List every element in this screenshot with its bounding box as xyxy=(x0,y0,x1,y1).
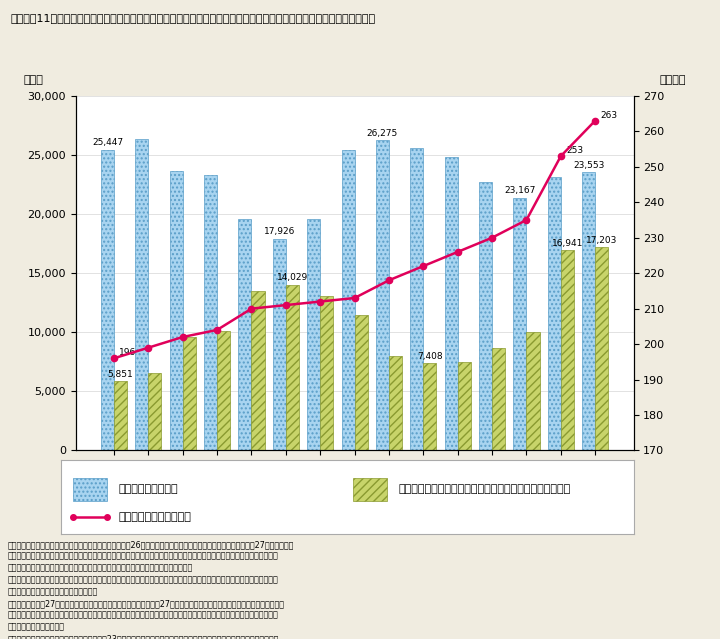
Text: 保育所等待機児童数: 保育所等待機児童数 xyxy=(118,484,178,495)
Text: 保育所等定員（右目盛）: 保育所等定員（右目盛） xyxy=(118,512,192,523)
Text: 196: 196 xyxy=(120,348,136,357)
Bar xyxy=(170,171,183,450)
FancyBboxPatch shape xyxy=(353,478,387,501)
Text: （万人）: （万人） xyxy=(660,75,686,85)
Bar xyxy=(582,172,595,450)
Text: 16,941: 16,941 xyxy=(552,239,583,248)
Text: 23,553: 23,553 xyxy=(573,160,604,170)
Bar xyxy=(273,238,286,450)
Bar xyxy=(341,150,354,450)
Text: 14,029: 14,029 xyxy=(276,273,308,282)
Bar xyxy=(492,348,505,450)
Text: 17,203: 17,203 xyxy=(586,236,617,245)
Bar xyxy=(354,316,368,450)
Bar xyxy=(320,296,333,450)
Bar xyxy=(423,363,436,450)
Bar xyxy=(445,157,458,450)
Text: 25,447: 25,447 xyxy=(92,138,123,148)
Bar xyxy=(204,174,217,450)
Text: 7,408: 7,408 xyxy=(417,351,443,360)
Bar xyxy=(479,181,492,450)
Bar xyxy=(458,362,471,450)
Bar xyxy=(114,381,127,450)
Bar xyxy=(183,337,196,450)
Bar xyxy=(217,332,230,450)
Text: 23,167: 23,167 xyxy=(504,187,536,196)
Text: 17,926: 17,926 xyxy=(264,227,295,236)
Text: 放課後児童クラブの利用を希望するが利用できない児童数: 放課後児童クラブの利用を希望するが利用できない児童数 xyxy=(399,484,571,495)
Bar xyxy=(135,139,148,450)
Text: 253: 253 xyxy=(566,146,583,155)
Text: 263: 263 xyxy=(600,111,618,119)
Bar xyxy=(251,291,264,450)
Bar xyxy=(101,150,114,450)
Text: 26,275: 26,275 xyxy=(366,128,398,137)
Text: Ｉ－３－11図　保育所等待機児童数と保育所等定員及び放課後児童クラブの利用を希望するが利用できない児童数の推移: Ｉ－３－11図 保育所等待機児童数と保育所等定員及び放課後児童クラブの利用を希望… xyxy=(11,13,376,22)
Bar xyxy=(548,176,561,450)
Bar xyxy=(389,356,402,450)
Bar xyxy=(561,250,574,450)
Bar xyxy=(376,140,389,450)
Bar xyxy=(238,219,251,450)
Bar xyxy=(595,247,608,450)
Bar xyxy=(307,219,320,450)
Text: （備考）１．保育所等待機児童数，保育所等定員は，平成26年までは厚生労働省「保育所関連状況取りまとめ」，27年以降は「保
　　　　　　育所等関連状況取りまとめ」: （備考）１．保育所等待機児童数，保育所等定員は，平成26年までは厚生労働省「保育… xyxy=(7,540,294,639)
Bar xyxy=(513,198,526,450)
Bar xyxy=(526,332,539,450)
FancyBboxPatch shape xyxy=(73,478,107,501)
Bar xyxy=(286,284,299,450)
Bar xyxy=(410,148,423,450)
Text: 5,851: 5,851 xyxy=(108,370,133,379)
Text: （人）: （人） xyxy=(24,75,44,85)
Bar xyxy=(148,373,161,450)
